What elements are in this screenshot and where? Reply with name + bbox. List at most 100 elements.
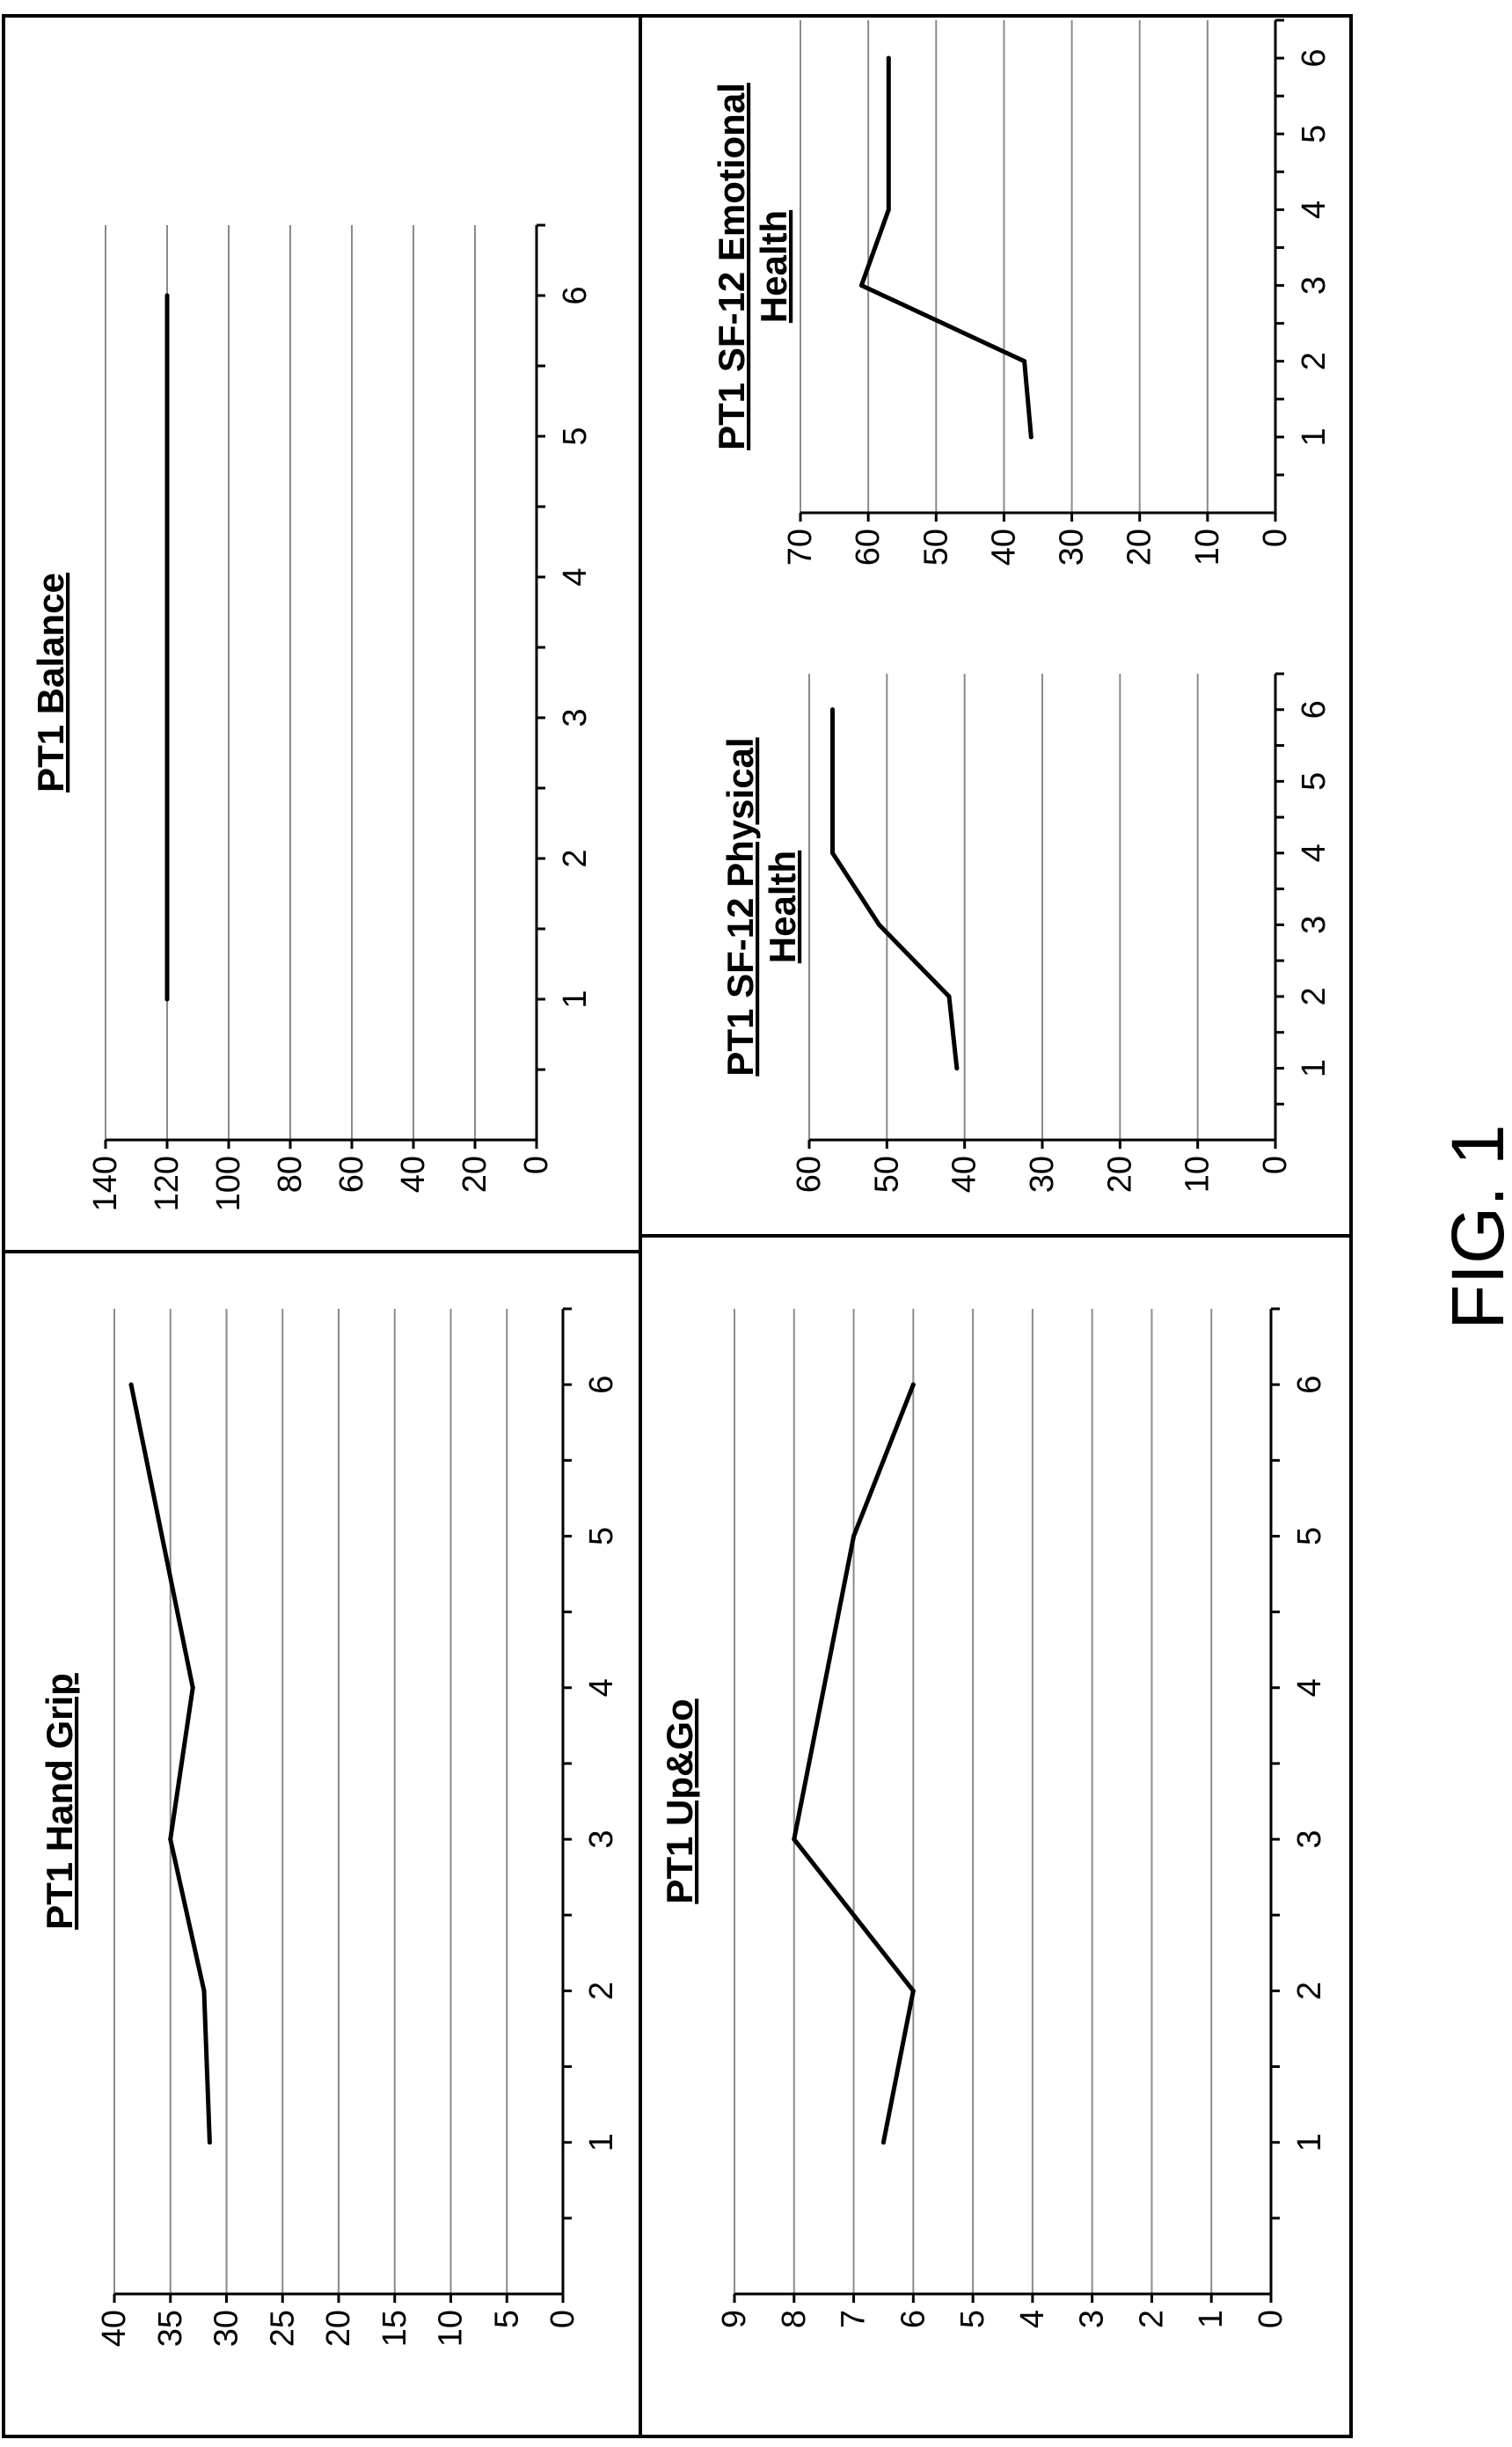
y-tick-label-sf12-emotional-1: 10 bbox=[1189, 529, 1226, 566]
data-point-sf12-emotional-3 bbox=[886, 207, 891, 212]
x-tick-label-balance-3: 4 bbox=[557, 567, 594, 586]
chart-title-line-sf12-emotional-1: Health bbox=[753, 210, 794, 323]
data-point-up-and-go-0 bbox=[880, 2140, 886, 2145]
data-point-sf12-physical-2 bbox=[877, 922, 881, 927]
y-tick-label-up-and-go-1: 1 bbox=[1193, 2310, 1230, 2328]
y-tick-label-balance-1: 20 bbox=[457, 1156, 493, 1193]
y-tick-label-sf12-physical-0: 0 bbox=[1257, 1156, 1294, 1174]
x-tick-label-sf12-emotional-5: 6 bbox=[1296, 49, 1333, 68]
x-tick-label-hand-grip-1: 2 bbox=[583, 1982, 620, 2000]
x-tick-label-balance-1: 2 bbox=[557, 849, 594, 867]
data-point-sf12-physical-1 bbox=[946, 994, 952, 999]
x-tick-label-sf12-physical-2: 3 bbox=[1296, 916, 1333, 934]
data-point-sf12-physical-3 bbox=[830, 851, 835, 856]
y-tick-label-balance-4: 80 bbox=[272, 1156, 309, 1193]
y-tick-label-sf12-emotional-5: 50 bbox=[917, 529, 954, 566]
y-tick-label-up-and-go-0: 0 bbox=[1253, 2310, 1289, 2328]
y-tick-label-balance-7: 140 bbox=[87, 1156, 124, 1211]
data-point-up-and-go-3 bbox=[851, 1533, 857, 1538]
chart-title-line-sf12-emotional-0: PT1 SF-12 Emotional bbox=[711, 83, 752, 450]
chart-title-balance: PT1 Balance bbox=[30, 573, 71, 793]
chart-sf12-physical: 0 10 20 30 40 50 60 1 2 3 4 5 6 PT1 SF-12 PhysicalHea… bbox=[719, 672, 1333, 1193]
x-tick-label-balance-2: 3 bbox=[557, 708, 594, 727]
chart-title-line-hand-grip-0: PT1 Hand Grip bbox=[39, 1673, 80, 1930]
y-tick-label-up-and-go-4: 4 bbox=[1014, 2310, 1051, 2328]
y-tick-label-hand-grip-1: 5 bbox=[488, 2310, 525, 2328]
x-tick-label-up-and-go-5: 6 bbox=[1291, 1376, 1328, 1394]
data-point-sf12-physical-0 bbox=[954, 1065, 960, 1070]
chart-hand-grip: 0 5 10 15 20 25 30 35 40 1 2 3 4 5 6 PT1 Hand Grip bbox=[39, 1307, 620, 2347]
x-tick-label-hand-grip-3: 4 bbox=[583, 1678, 620, 1697]
chart-title-up-and-go: PT1 Up&Go bbox=[659, 1698, 700, 1903]
data-point-balance-1 bbox=[164, 293, 170, 298]
x-tick-label-sf12-physical-4: 5 bbox=[1296, 772, 1333, 791]
x-tick-label-hand-grip-2: 3 bbox=[583, 1830, 620, 1849]
y-tick-label-balance-6: 120 bbox=[149, 1156, 186, 1211]
panel-frame bbox=[2, 14, 1353, 2438]
y-tick-label-sf12-physical-5: 50 bbox=[868, 1156, 905, 1193]
y-tick-label-up-and-go-3: 3 bbox=[1074, 2310, 1111, 2328]
x-tick-label-sf12-physical-3: 4 bbox=[1296, 844, 1333, 862]
chart-up-and-go: 0 1 2 3 4 5 6 7 8 9 1 2 3 4 5 6 PT1 Up&Go bbox=[659, 1307, 1328, 2328]
y-tick-label-hand-grip-2: 10 bbox=[433, 2310, 470, 2347]
y-tick-label-sf12-physical-1: 10 bbox=[1180, 1156, 1216, 1193]
y-tick-label-up-and-go-6: 6 bbox=[895, 2310, 931, 2328]
x-tick-label-sf12-emotional-3: 4 bbox=[1296, 201, 1333, 219]
figure-caption: FIG. 1 bbox=[1436, 1124, 1512, 1329]
y-tick-label-hand-grip-3: 15 bbox=[376, 2310, 413, 2347]
y-tick-label-balance-5: 100 bbox=[210, 1156, 247, 1211]
chart-title-line-sf12-physical-0: PT1 SF-12 Physical bbox=[719, 737, 761, 1076]
data-point-up-and-go-1 bbox=[910, 1988, 916, 1993]
y-tick-label-sf12-emotional-2: 20 bbox=[1121, 529, 1158, 566]
chart-title-sf12-physical: PT1 SF-12 PhysicalHealth bbox=[719, 737, 803, 1076]
chart-title-sf12-emotional: PT1 SF-12 EmotionalHealth bbox=[711, 83, 794, 450]
chart-title-line-up-and-go-0: PT1 Up&Go bbox=[659, 1698, 700, 1903]
data-point-sf12-emotional-0 bbox=[1028, 435, 1034, 440]
x-tick-label-sf12-physical-5: 6 bbox=[1296, 700, 1333, 719]
y-tick-label-sf12-physical-2: 20 bbox=[1101, 1156, 1138, 1193]
data-point-up-and-go-2 bbox=[792, 1837, 797, 1842]
outer-border bbox=[2, 14, 1353, 2438]
y-tick-label-hand-grip-0: 0 bbox=[544, 2310, 581, 2328]
data-point-hand-grip-2 bbox=[168, 1837, 173, 1842]
y-tick-label-balance-0: 0 bbox=[518, 1156, 555, 1174]
x-tick-label-sf12-emotional-2: 3 bbox=[1296, 276, 1333, 295]
y-tick-label-sf12-emotional-7: 70 bbox=[782, 529, 819, 566]
x-tick-label-up-and-go-1: 2 bbox=[1291, 1982, 1328, 2000]
chart-title-hand-grip: PT1 Hand Grip bbox=[39, 1673, 80, 1930]
chart-title-line-sf12-physical-1: Health bbox=[762, 851, 803, 963]
x-tick-label-sf12-physical-1: 2 bbox=[1296, 987, 1333, 1005]
x-tick-label-up-and-go-3: 4 bbox=[1291, 1678, 1328, 1697]
x-tick-label-balance-4: 5 bbox=[557, 427, 594, 445]
x-tick-label-up-and-go-4: 5 bbox=[1291, 1527, 1328, 1545]
y-tick-label-sf12-emotional-6: 60 bbox=[850, 529, 887, 566]
x-tick-label-sf12-emotional-4: 5 bbox=[1296, 125, 1333, 143]
figure-caption-group: FIG. 1 bbox=[1436, 1124, 1512, 1329]
data-point-hand-grip-4 bbox=[128, 1382, 134, 1387]
y-tick-label-sf12-physical-6: 60 bbox=[791, 1156, 828, 1193]
y-tick-label-sf12-physical-3: 30 bbox=[1024, 1156, 1061, 1193]
y-tick-label-hand-grip-6: 30 bbox=[208, 2310, 245, 2347]
data-point-balance-0 bbox=[164, 997, 170, 1002]
x-tick-label-up-and-go-2: 3 bbox=[1291, 1830, 1328, 1849]
chart-sf12-emotional: 0 10 20 30 40 50 60 70 1 2 3 4 5 6 PT1 SF-12 Emotional… bbox=[711, 18, 1333, 566]
data-point-sf12-emotional-2 bbox=[858, 283, 864, 289]
x-tick-label-balance-0: 1 bbox=[557, 990, 594, 1008]
y-tick-label-up-and-go-5: 5 bbox=[954, 2310, 991, 2328]
chart-balance: 0 20 40 60 80 100 120 140 1 2 3 4 5 6 PT1 Balance bbox=[30, 223, 594, 1211]
y-tick-label-up-and-go-2: 2 bbox=[1133, 2310, 1170, 2328]
y-tick-label-hand-grip-8: 40 bbox=[96, 2310, 133, 2347]
y-tick-label-hand-grip-4: 20 bbox=[320, 2310, 357, 2347]
x-tick-label-hand-grip-0: 1 bbox=[583, 2133, 620, 2151]
y-tick-label-sf12-emotional-0: 0 bbox=[1257, 529, 1294, 547]
chart-title-line-balance-0: PT1 Balance bbox=[30, 573, 71, 793]
y-tick-label-sf12-emotional-4: 40 bbox=[985, 529, 1022, 566]
data-point-hand-grip-1 bbox=[201, 1988, 207, 1993]
data-point-sf12-emotional-1 bbox=[1022, 359, 1027, 364]
y-tick-label-sf12-emotional-3: 30 bbox=[1054, 529, 1091, 566]
data-point-up-and-go-4 bbox=[910, 1382, 916, 1387]
y-tick-label-hand-grip-5: 25 bbox=[264, 2310, 301, 2347]
x-tick-label-hand-grip-5: 6 bbox=[583, 1376, 620, 1394]
